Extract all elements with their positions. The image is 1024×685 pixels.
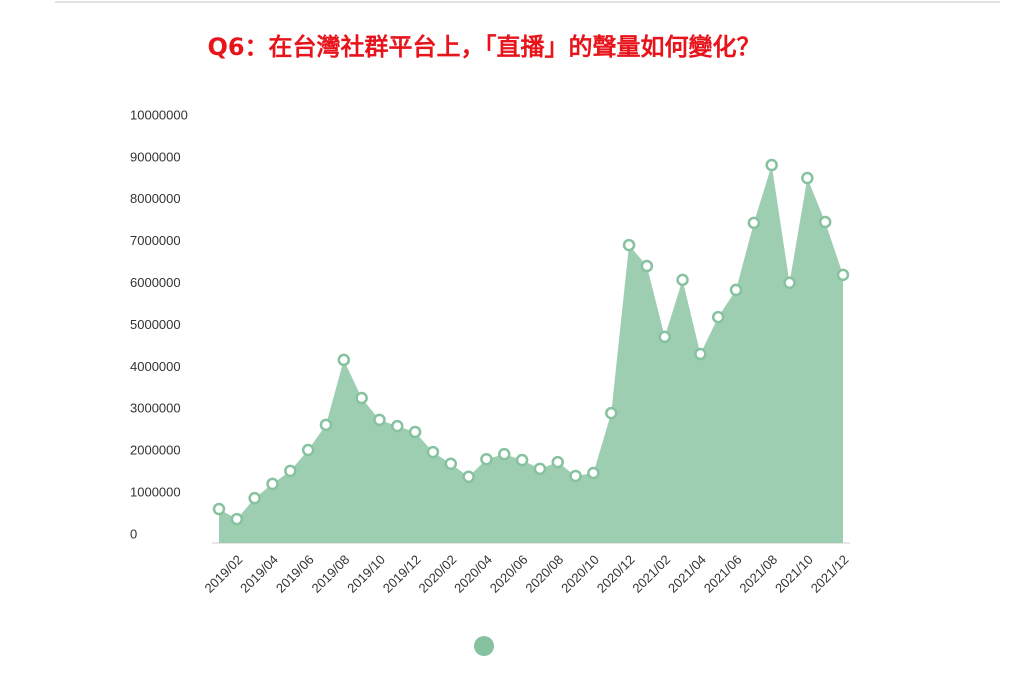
data-point	[444, 457, 458, 471]
x-tick-label: 2020/04	[451, 552, 495, 596]
data-point	[836, 268, 850, 282]
data-point	[230, 512, 244, 526]
x-tick-label: 2021/12	[808, 552, 852, 596]
data-point	[765, 158, 778, 172]
y-tick-label: 8000000	[130, 191, 181, 206]
x-tick-label: 2020/06	[487, 552, 531, 596]
x-tick-label: 2021/04	[665, 552, 709, 596]
chart-title: Q6：在台灣社群平台上，「直播」的聲量如何變化？	[207, 33, 760, 61]
data-point	[462, 470, 475, 484]
legend-marker	[474, 636, 494, 656]
y-tick-label: 3000000	[130, 401, 181, 416]
data-point	[266, 477, 279, 491]
x-tick-label: 2019/02	[202, 552, 246, 596]
x-tick-label: 2021/06	[701, 552, 745, 596]
data-point	[711, 310, 725, 324]
data-point	[818, 215, 832, 229]
data-point	[337, 353, 351, 367]
y-tick-label: 7000000	[130, 233, 181, 248]
data-point	[729, 283, 743, 297]
x-tick-label: 2021/08	[736, 552, 780, 596]
y-tick-label: 10000000	[130, 107, 188, 122]
data-point	[533, 462, 547, 476]
data-point	[212, 502, 226, 516]
data-point	[480, 452, 493, 466]
data-point	[640, 259, 654, 273]
data-point	[747, 216, 761, 230]
x-tick-label: 2019/12	[380, 552, 424, 596]
data-point	[569, 469, 582, 483]
x-tick-label: 2019/04	[237, 552, 281, 596]
data-point	[408, 425, 422, 439]
data-point	[587, 466, 600, 480]
data-point	[498, 447, 511, 461]
data-point	[783, 276, 796, 290]
x-tick-label: 2019/10	[344, 552, 388, 596]
x-tick-label: 2019/08	[309, 552, 353, 596]
data-point	[426, 445, 440, 459]
data-point	[658, 330, 671, 344]
x-tick-label: 2020/12	[594, 552, 638, 596]
y-tick-label: 6000000	[130, 275, 181, 290]
y-tick-label: 4000000	[130, 359, 181, 374]
area	[219, 165, 843, 543]
data-point	[676, 273, 689, 287]
y-tick-label: 9000000	[130, 149, 181, 164]
y-tick-label: 5000000	[130, 317, 181, 332]
data-point	[319, 418, 333, 432]
x-tick-label: 2020/02	[415, 552, 459, 596]
data-point	[622, 238, 636, 252]
x-tick-label: 2020/10	[558, 552, 602, 596]
data-point	[355, 391, 368, 405]
x-tick-label: 2021/10	[772, 552, 816, 596]
y-tick-label: 2000000	[130, 443, 181, 458]
data-point	[551, 455, 564, 469]
x-tick-label: 2020/08	[522, 552, 566, 596]
data-point	[515, 453, 529, 467]
data-point	[301, 443, 315, 457]
x-tick-label: 2019/06	[273, 552, 317, 596]
y-tick-label: 1000000	[130, 485, 181, 500]
y-tick-label: 0	[130, 526, 137, 541]
data-point	[801, 171, 814, 185]
data-point	[248, 491, 261, 505]
data-point	[604, 406, 618, 420]
data-point	[391, 419, 404, 433]
data-point	[284, 464, 297, 478]
data-point	[694, 347, 707, 361]
x-tick-label: 2021/02	[629, 552, 673, 596]
data-point	[373, 413, 386, 427]
